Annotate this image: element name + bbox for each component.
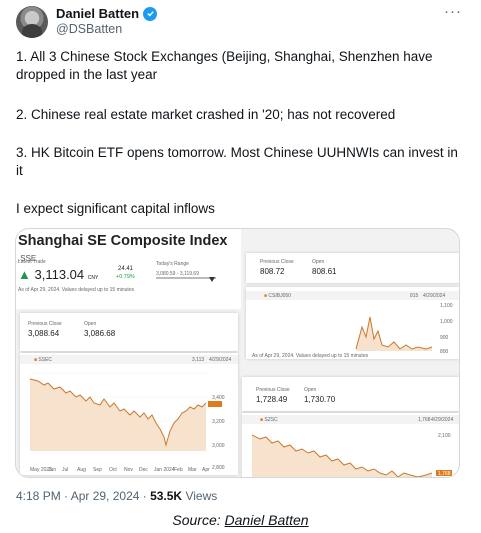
x-tick: Dec [139,467,148,473]
chart-header [242,415,459,424]
open-label: Open [84,321,97,327]
sse-header-panel: Shanghai SE Composite Index .SSE Latest … [16,229,241,309]
x-tick: Jul [62,467,69,473]
open-label: Open [304,387,317,393]
tweet-paragraph-2: 2. Chinese real estate market crashed in… [16,107,396,122]
tweet-timestamp[interactable]: 4:18 PM · Apr 29, 2024 · [16,489,151,503]
y-tick: 2,800 [212,465,225,471]
x-tick: Mar [188,467,197,473]
tweet-paragraph-3: 3. HK Bitcoin ETF opens tomorrow. Most C… [16,145,458,178]
index-price: ▲ 3,113.04 CNY [18,267,99,282]
prev-close-label: Previous Close [256,387,290,393]
prev-close-value: 3,088.64 [28,329,60,338]
upper-chart-panel: ■ CSIBJ050 815 4/29/2024 1,100 1,000 900… [246,287,459,359]
source-prefix: Source: [172,512,225,528]
y-tick: 3,000 [212,443,225,449]
chart-header [20,355,238,364]
chart-tag: ■ CSIBJ050 [264,293,291,299]
view-count: 53.5K [150,489,183,503]
prev-close-value: 1,728.49 [256,395,288,404]
lower-chart-panel: ■ SZSC 1,768 4/29/2024 2,100 1,768 [242,413,459,477]
chart-date: 4/29/2024 [209,357,232,363]
index-title: Shanghai SE Composite Index .SSE [18,233,228,263]
chart-header [246,291,459,300]
lower-quote-panel: Previous Close 1,728.49 Open 1,730.70 [242,377,459,411]
author-name[interactable]: Daniel Batten [56,6,140,21]
x-tick: Aug [77,467,86,473]
prev-close-label: Previous Close [260,259,294,265]
chart-date: 4/29/2024 [431,417,454,423]
chart-last: 3,113 [192,357,205,363]
x-tick: May 2023 [30,467,52,473]
author-row: Daniel Batten [56,6,158,21]
open-value: 3,086.68 [84,329,116,338]
tweet-paragraph-1: 1. All 3 Chinese Stock Exchanges (Beijin… [16,49,433,82]
prev-close-value: 808.72 [260,267,285,276]
upper-quote-panel: Previous Close 808.72 Open 808.61 [246,253,459,283]
x-tick: Sep [93,467,102,473]
sse-quote-panel: Previous Close 3,088.64 Open 3,086.68 [20,313,238,351]
change-percent: +0.79% [116,274,135,280]
sse-line-chart [29,372,222,451]
open-value: 1,730.70 [304,395,336,404]
author-handle[interactable]: @DSBatten [56,22,123,36]
y-tick-current: 1,768 [438,471,451,477]
chart-tag: ■ SZSC [260,417,278,423]
tweet-image[interactable]: Shanghai SE Composite Index .SSE Latest … [15,228,460,478]
lower-line-chart [251,434,452,477]
latest-trade-label: Latest Trade [18,259,46,265]
asof-note: As of Apr 29, 2024. Values delayed up to… [18,287,135,293]
y-tick: 1,000 [440,319,453,325]
prev-close-label: Previous Close [28,321,62,327]
chart-last: 815 [410,293,419,299]
chart-date: 4/29/2024 [423,293,446,299]
x-tick: Jun [48,467,57,473]
x-tick: Nov [124,467,133,473]
change-value: 24.41 [118,266,134,272]
range-marker [209,277,215,282]
verified-badge-icon [143,6,158,21]
y-tick: 3,400 [212,395,225,401]
y-tick: 800 [440,349,449,355]
range-bar [156,277,216,279]
y-tick: 3,200 [212,419,225,425]
asof-note: As of Apr 29, 2024. Values delayed up to… [252,353,369,359]
y-tick: 1,100 [440,303,453,309]
tweet-paragraph-4: I expect significant capital inflows [16,201,215,216]
y-tick-current: 3,113 [210,426,223,432]
chart-last: 1,768 [418,417,431,423]
open-label: Open [312,259,325,265]
x-tick: Jan 2024 [154,467,175,473]
views-label: Views [182,489,218,503]
avatar[interactable] [16,6,48,38]
more-horizontal-icon[interactable]: ··· [444,3,462,20]
chart-tag: ■ SSEC [34,357,53,363]
range-label: Today's Range [156,261,189,267]
source-link[interactable]: Daniel Batten [224,512,309,528]
tweet-meta: 4:18 PM · Apr 29, 2024 · 53.5K Views [16,489,217,503]
x-tick: Feb [174,467,183,473]
range-value: 3,080.59 - 3,119.69 [156,271,199,277]
y-tick: 2,100 [438,433,451,439]
open-value: 808.61 [312,267,337,276]
x-tick: Oct [109,467,117,473]
tweet: Daniel Batten @DSBatten ··· 1. All 3 Chi… [15,3,462,503]
y-tick: 900 [440,335,449,341]
source-caption: Source: Daniel Batten [0,512,481,528]
x-tick: Apr [202,467,210,473]
upper-line-chart [355,316,433,351]
sse-chart-panel: ■ SSEC 3,113 4/29/2024 3,400 3,200 3,113… [20,353,238,475]
